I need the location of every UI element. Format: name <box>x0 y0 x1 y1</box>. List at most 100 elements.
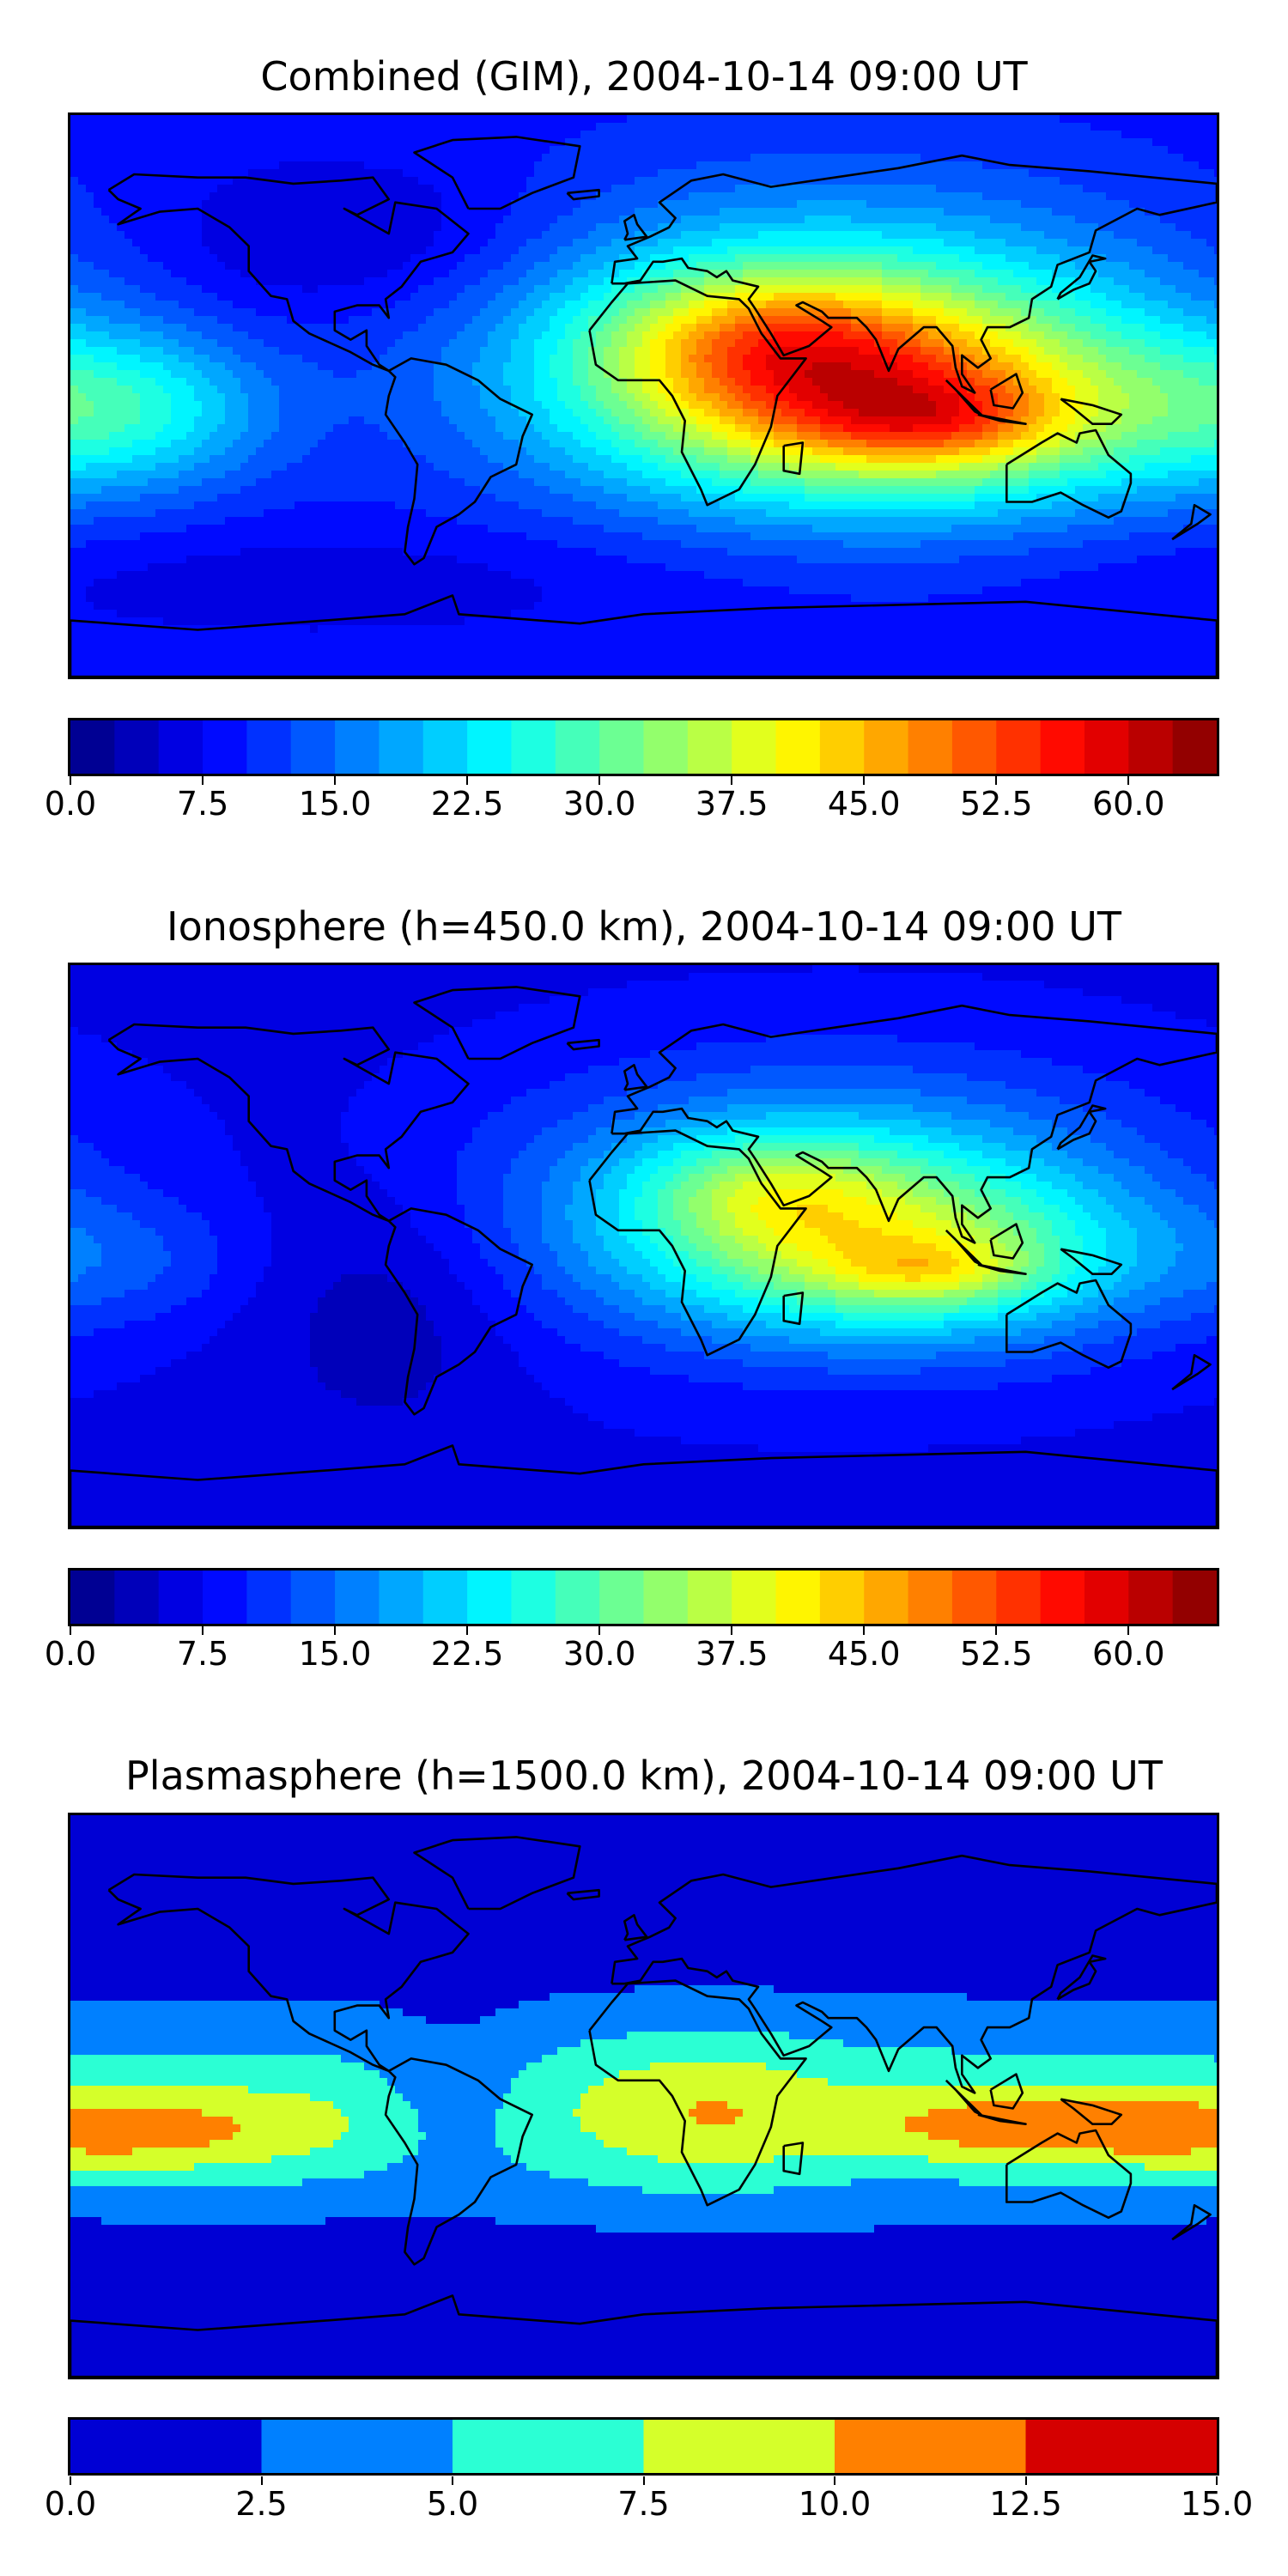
contour-cell <box>472 169 481 178</box>
contour-cell <box>534 301 543 309</box>
contour-cell <box>944 339 952 348</box>
contour-cell <box>805 123 813 131</box>
contour-cell <box>982 355 991 363</box>
contour-cell <box>364 239 373 247</box>
contour-cell <box>1005 339 1014 348</box>
contour-cell <box>1098 277 1107 286</box>
contour-cell <box>866 154 875 162</box>
contour-cell <box>1106 161 1115 170</box>
contour-cell <box>1060 347 1068 355</box>
contour-cell <box>874 246 883 255</box>
contour-cell <box>1121 339 1130 348</box>
contour-cell <box>341 277 349 286</box>
contour-cell <box>557 347 566 355</box>
contour-cell <box>681 146 690 155</box>
contour-cell <box>186 347 195 355</box>
contour-cell <box>1021 123 1030 131</box>
contour-cell <box>557 154 566 162</box>
contour-cell <box>781 324 790 332</box>
contour-cell <box>1214 223 1217 232</box>
contour-cell <box>627 161 635 170</box>
contour-cell <box>758 277 767 286</box>
contour-cell <box>550 154 558 162</box>
contour-cell <box>295 216 303 224</box>
contour-cell <box>1137 262 1145 270</box>
contour-cell <box>1083 177 1091 185</box>
contour-cell <box>318 254 326 263</box>
contour-cell <box>117 223 125 232</box>
contour-cell <box>457 146 465 155</box>
contour-cell <box>859 115 867 124</box>
contour-cell <box>1152 301 1161 309</box>
contour-cell <box>426 370 434 379</box>
contour-cell <box>758 177 767 185</box>
contour-cell <box>256 262 264 270</box>
contour-cell <box>712 239 720 247</box>
contour-cell <box>1013 131 1022 139</box>
contour-cell <box>1091 324 1099 332</box>
contour-cell <box>882 324 890 332</box>
contour-cell <box>1214 316 1217 325</box>
contour-cell <box>434 192 442 201</box>
contour-cell <box>1152 200 1161 209</box>
contour-cell <box>256 339 264 348</box>
contour-cell <box>125 270 133 278</box>
contour-cell <box>936 231 945 240</box>
contour-cell <box>78 208 87 216</box>
contour-cell <box>542 177 550 185</box>
contour-cell <box>627 223 635 232</box>
contour-cell <box>820 324 829 332</box>
contour-cell <box>1214 192 1217 201</box>
contour-cell <box>604 192 612 201</box>
contour-cell <box>720 246 728 255</box>
contour-cell <box>805 146 813 155</box>
contour-cell <box>758 216 767 224</box>
contour-cell <box>959 146 968 155</box>
contour-cell <box>101 277 110 286</box>
contour-cell <box>480 123 489 131</box>
contour-cell <box>1121 239 1130 247</box>
contour-cell <box>828 331 836 340</box>
contour-cell <box>789 146 798 155</box>
contour-cell <box>1067 347 1076 355</box>
contour-cell <box>94 239 102 247</box>
contour-cell <box>905 324 914 332</box>
contour-cell <box>70 169 79 178</box>
contour-cell <box>951 339 960 348</box>
contour-cell <box>480 161 489 170</box>
contour-cell <box>1036 208 1045 216</box>
contour-cell <box>426 223 434 232</box>
contour-cell <box>1152 177 1161 185</box>
contour-cell <box>434 131 442 139</box>
contour-cell <box>1160 115 1169 124</box>
contour-cell <box>1075 208 1084 216</box>
contour-cell <box>627 308 635 317</box>
contour-cell <box>194 239 203 247</box>
contour-cell <box>897 246 906 255</box>
contour-cell <box>1183 185 1192 193</box>
contour-cell <box>109 154 118 162</box>
contour-cell <box>1036 239 1045 247</box>
contour-cell <box>140 146 149 155</box>
contour-cell <box>835 131 844 139</box>
contour-cell <box>805 339 813 348</box>
contour-cell <box>758 246 767 255</box>
contour-cell <box>990 216 999 224</box>
contour-cell <box>225 131 234 139</box>
contour-cell <box>642 239 651 247</box>
contour-cell <box>387 169 396 178</box>
contour-cell <box>913 169 921 178</box>
contour-cell <box>735 301 744 309</box>
contour-cell <box>472 355 481 363</box>
contour-cell <box>472 308 481 317</box>
contour-cell <box>835 115 844 124</box>
contour-cell <box>990 138 999 147</box>
contour-cell <box>271 161 280 170</box>
contour-cell <box>70 177 79 185</box>
contour-cell <box>874 270 883 278</box>
contour-cell <box>944 262 952 270</box>
contour-cell <box>179 169 187 178</box>
contour-cell <box>913 115 921 124</box>
contour-cell <box>704 239 713 247</box>
contour-cell <box>990 339 999 348</box>
